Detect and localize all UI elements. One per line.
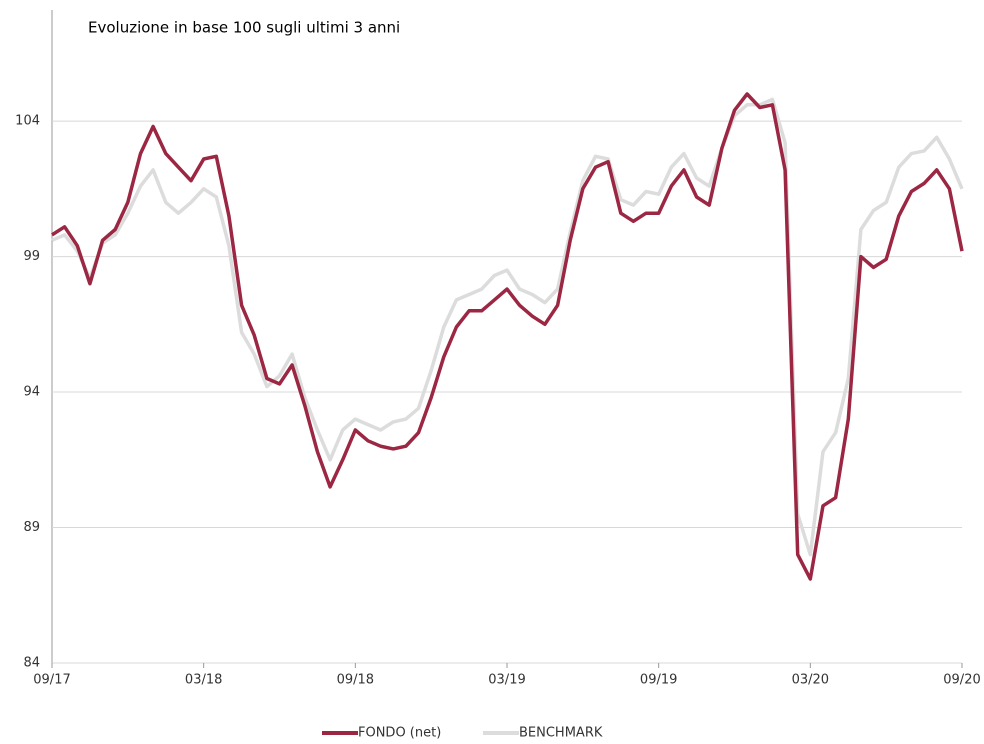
x-tick-label: 09/18 xyxy=(337,673,374,688)
legend-label: FONDO (net) xyxy=(358,726,441,741)
x-tick-label: 03/18 xyxy=(185,673,222,688)
y-tick-label: 99 xyxy=(23,249,40,264)
chart-title: Evoluzione in base 100 sugli ultimi 3 an… xyxy=(88,19,400,37)
y-tick-label: 94 xyxy=(23,385,40,400)
series-line xyxy=(51,97,964,557)
x-tick-label: 09/19 xyxy=(640,673,677,688)
x-tick-label: 03/20 xyxy=(792,673,829,688)
y-tick-label: 104 xyxy=(15,114,40,129)
series-line xyxy=(51,92,964,581)
y-tick-label: 89 xyxy=(23,520,40,535)
x-tick-label: 09/20 xyxy=(943,673,980,688)
y-tick-label: 84 xyxy=(23,656,40,671)
x-tick-label: 09/17 xyxy=(33,673,70,688)
legend-label: BENCHMARK xyxy=(519,726,603,741)
x-tick-label: 03/19 xyxy=(488,673,525,688)
